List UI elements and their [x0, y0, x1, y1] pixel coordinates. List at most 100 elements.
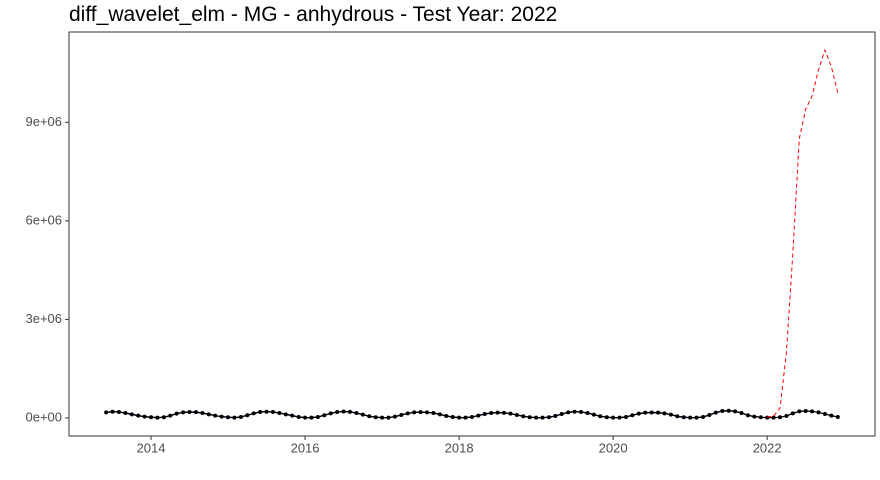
- data-point: [720, 409, 725, 414]
- panel-border: [68, 31, 876, 437]
- data-point: [649, 410, 654, 415]
- data-point: [437, 412, 442, 417]
- data-point: [598, 414, 603, 419]
- data-point: [701, 414, 706, 419]
- data-point: [322, 413, 327, 418]
- data-point: [726, 408, 731, 413]
- data-point: [206, 412, 211, 417]
- data-point: [168, 413, 173, 418]
- data-point: [174, 411, 179, 416]
- data-point: [688, 415, 693, 420]
- data-point: [553, 413, 558, 418]
- data-point: [193, 410, 198, 415]
- data-point: [264, 409, 269, 414]
- data-point: [707, 412, 712, 417]
- data-point: [341, 409, 346, 414]
- series-line: [767, 48, 839, 418]
- data-point: [803, 409, 808, 414]
- data-point: [585, 411, 590, 416]
- data-point: [611, 415, 616, 420]
- data-point: [181, 410, 186, 415]
- data-point: [200, 411, 205, 416]
- data-point: [399, 412, 404, 417]
- data-point: [636, 411, 641, 416]
- data-point: [540, 415, 545, 420]
- data-point: [623, 414, 628, 419]
- data-point: [521, 414, 526, 419]
- data-point: [463, 415, 468, 420]
- y-tick-label: 3e+06: [25, 311, 62, 326]
- data-point: [136, 413, 141, 418]
- data-point: [829, 413, 834, 418]
- data-point: [238, 414, 243, 419]
- data-point: [617, 415, 622, 420]
- data-point: [502, 410, 507, 415]
- data-point: [187, 410, 192, 415]
- data-point: [816, 410, 821, 415]
- data-point: [251, 411, 256, 416]
- data-point: [733, 409, 738, 414]
- data-point: [335, 410, 340, 415]
- data-point: [790, 411, 795, 416]
- y-tick-label: 6e+06: [25, 212, 62, 227]
- data-point: [116, 410, 121, 415]
- data-point: [110, 409, 115, 414]
- data-point: [296, 414, 301, 419]
- data-point: [784, 413, 789, 418]
- data-point: [424, 410, 429, 415]
- data-point: [630, 413, 635, 418]
- x-tick-label: 2014: [137, 440, 166, 455]
- data-point: [123, 411, 128, 416]
- data-point: [713, 410, 718, 415]
- data-point: [694, 415, 699, 420]
- data-point: [489, 411, 494, 416]
- data-point: [213, 413, 218, 418]
- data-point: [559, 411, 564, 416]
- data-point: [739, 411, 744, 416]
- data-point: [681, 415, 686, 420]
- data-point: [668, 412, 673, 417]
- data-point: [142, 414, 147, 419]
- data-point: [328, 411, 333, 416]
- data-point: [226, 415, 231, 420]
- data-point: [392, 414, 397, 419]
- data-point: [758, 415, 763, 420]
- data-point: [347, 409, 352, 414]
- data-point: [527, 415, 532, 420]
- data-point: [771, 415, 776, 420]
- data-point: [457, 415, 462, 420]
- data-point: [476, 413, 481, 418]
- data-point: [656, 410, 661, 415]
- data-point: [373, 415, 378, 420]
- data-point: [822, 411, 827, 416]
- data-point: [232, 415, 237, 420]
- y-tick-label: 9e+06: [25, 114, 62, 129]
- data-point: [450, 414, 455, 419]
- data-point: [604, 415, 609, 420]
- data-point: [315, 414, 320, 419]
- data-point: [149, 415, 154, 420]
- x-tick-label: 2022: [753, 440, 782, 455]
- y-tick-label: 0e+00: [25, 409, 62, 424]
- data-point: [745, 413, 750, 418]
- data-point: [412, 410, 417, 415]
- data-point: [752, 414, 757, 419]
- data-point: [765, 415, 770, 420]
- data-point: [579, 410, 584, 415]
- data-point: [219, 414, 224, 419]
- data-point: [534, 415, 539, 420]
- data-point: [514, 412, 519, 417]
- data-point: [354, 411, 359, 416]
- data-point: [270, 410, 275, 415]
- x-tick-label: 2016: [291, 440, 320, 455]
- data-point: [367, 414, 372, 419]
- data-point: [104, 410, 109, 415]
- data-point: [591, 412, 596, 417]
- x-tick-label: 2020: [599, 440, 628, 455]
- data-point: [643, 410, 648, 415]
- data-point: [290, 413, 295, 418]
- data-point: [277, 411, 282, 416]
- data-point: [546, 415, 551, 420]
- data-point: [309, 415, 314, 420]
